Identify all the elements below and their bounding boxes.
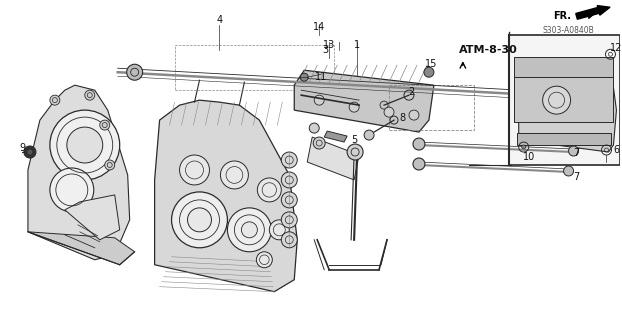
Circle shape	[347, 144, 363, 160]
Circle shape	[522, 145, 526, 149]
Circle shape	[241, 222, 258, 238]
Circle shape	[172, 192, 228, 248]
Circle shape	[569, 146, 578, 156]
Bar	[517, 133, 611, 145]
Circle shape	[314, 95, 324, 105]
Text: 12: 12	[610, 43, 622, 53]
Polygon shape	[294, 70, 434, 132]
Circle shape	[256, 252, 272, 268]
Circle shape	[24, 146, 36, 158]
Polygon shape	[28, 85, 129, 260]
Text: 1: 1	[354, 40, 360, 50]
Text: 7: 7	[573, 172, 580, 182]
Polygon shape	[307, 137, 359, 180]
Bar	[509, 35, 621, 165]
Polygon shape	[519, 60, 616, 152]
Circle shape	[281, 152, 297, 168]
Text: 13: 13	[323, 40, 335, 50]
Circle shape	[180, 155, 210, 185]
Text: 6: 6	[613, 145, 620, 155]
Text: 8: 8	[399, 113, 405, 123]
Circle shape	[281, 232, 297, 248]
Circle shape	[413, 138, 425, 150]
Circle shape	[67, 127, 103, 163]
Circle shape	[309, 123, 319, 133]
Circle shape	[27, 149, 33, 155]
Bar	[514, 57, 613, 77]
Text: 15: 15	[425, 59, 437, 69]
Circle shape	[228, 208, 271, 252]
Text: 2: 2	[408, 87, 414, 97]
Text: ATM-8-30: ATM-8-30	[460, 45, 518, 55]
Circle shape	[104, 160, 114, 170]
Text: 4: 4	[216, 15, 223, 25]
Circle shape	[258, 178, 281, 202]
Circle shape	[281, 212, 297, 228]
Text: 5: 5	[351, 135, 357, 145]
Circle shape	[542, 86, 570, 114]
Circle shape	[300, 73, 309, 81]
Circle shape	[281, 192, 297, 208]
Circle shape	[50, 168, 94, 212]
Circle shape	[384, 107, 394, 117]
Circle shape	[187, 208, 211, 232]
Circle shape	[100, 120, 109, 130]
Text: 14: 14	[313, 22, 325, 32]
Circle shape	[281, 172, 297, 188]
Circle shape	[349, 102, 359, 112]
Circle shape	[364, 130, 374, 140]
Circle shape	[313, 137, 325, 149]
Bar	[514, 77, 613, 122]
Bar	[175, 45, 334, 90]
Text: FR.: FR.	[554, 11, 572, 21]
Circle shape	[413, 158, 425, 170]
Text: 10: 10	[522, 152, 535, 162]
Polygon shape	[28, 232, 135, 265]
Text: 7: 7	[573, 148, 580, 158]
Text: 11: 11	[315, 72, 327, 82]
Polygon shape	[155, 100, 297, 292]
Circle shape	[50, 110, 119, 180]
FancyArrow shape	[576, 5, 610, 19]
Polygon shape	[324, 131, 347, 142]
Circle shape	[127, 64, 142, 80]
Circle shape	[409, 110, 419, 120]
Circle shape	[564, 166, 573, 176]
Text: S303-A0840B: S303-A0840B	[543, 26, 595, 35]
Polygon shape	[65, 195, 119, 240]
Text: 9: 9	[19, 143, 25, 153]
Circle shape	[522, 88, 535, 100]
Circle shape	[220, 161, 248, 189]
Circle shape	[269, 220, 289, 240]
Circle shape	[424, 67, 434, 77]
Bar	[389, 85, 474, 130]
Circle shape	[85, 90, 95, 100]
Circle shape	[50, 95, 60, 105]
Text: 3: 3	[322, 45, 328, 55]
